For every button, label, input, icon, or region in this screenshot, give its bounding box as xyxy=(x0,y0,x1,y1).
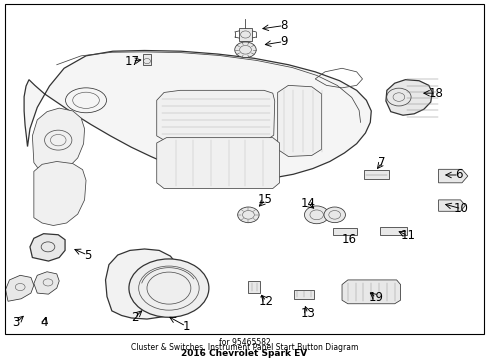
Text: 14: 14 xyxy=(300,197,315,210)
Text: 15: 15 xyxy=(258,193,272,206)
Circle shape xyxy=(304,206,328,224)
Text: 8: 8 xyxy=(279,19,286,32)
Text: 5: 5 xyxy=(83,248,91,261)
Polygon shape xyxy=(277,85,321,157)
Bar xyxy=(332,228,356,235)
Text: 2: 2 xyxy=(131,311,138,324)
Circle shape xyxy=(234,42,256,58)
Polygon shape xyxy=(24,50,370,179)
Polygon shape xyxy=(34,272,59,294)
Bar xyxy=(379,226,406,235)
Text: 11: 11 xyxy=(400,229,414,242)
Polygon shape xyxy=(105,249,180,319)
Text: 4: 4 xyxy=(41,316,48,329)
Polygon shape xyxy=(341,280,400,304)
Text: 13: 13 xyxy=(300,307,315,320)
Text: 6: 6 xyxy=(454,168,462,181)
Polygon shape xyxy=(32,108,84,172)
Bar xyxy=(294,290,313,299)
Text: for 95465582: for 95465582 xyxy=(218,338,270,347)
Text: 3: 3 xyxy=(13,316,20,329)
Text: 10: 10 xyxy=(453,202,468,215)
Text: 1: 1 xyxy=(182,320,189,333)
Bar xyxy=(363,170,388,179)
Circle shape xyxy=(324,207,345,222)
Polygon shape xyxy=(157,90,274,140)
Text: 2016 Chevrolet Spark EV: 2016 Chevrolet Spark EV xyxy=(181,348,307,357)
Bar xyxy=(239,28,251,41)
Polygon shape xyxy=(438,169,467,183)
Text: 17: 17 xyxy=(124,55,140,68)
Bar xyxy=(142,54,151,65)
Text: 7: 7 xyxy=(378,156,385,169)
Polygon shape xyxy=(385,80,431,115)
Text: 18: 18 xyxy=(428,87,443,100)
Text: 12: 12 xyxy=(259,295,273,308)
Text: 16: 16 xyxy=(341,233,356,246)
Circle shape xyxy=(237,207,259,222)
Polygon shape xyxy=(5,275,34,301)
Circle shape xyxy=(129,259,208,317)
Polygon shape xyxy=(34,162,86,225)
Polygon shape xyxy=(157,138,279,189)
Text: Cluster & Switches, Instrument Panel Start Button Diagram: Cluster & Switches, Instrument Panel Sta… xyxy=(131,343,357,352)
Text: 9: 9 xyxy=(279,35,286,48)
Bar xyxy=(247,282,260,293)
Polygon shape xyxy=(438,200,465,211)
Polygon shape xyxy=(30,234,65,261)
Text: 19: 19 xyxy=(368,291,383,304)
